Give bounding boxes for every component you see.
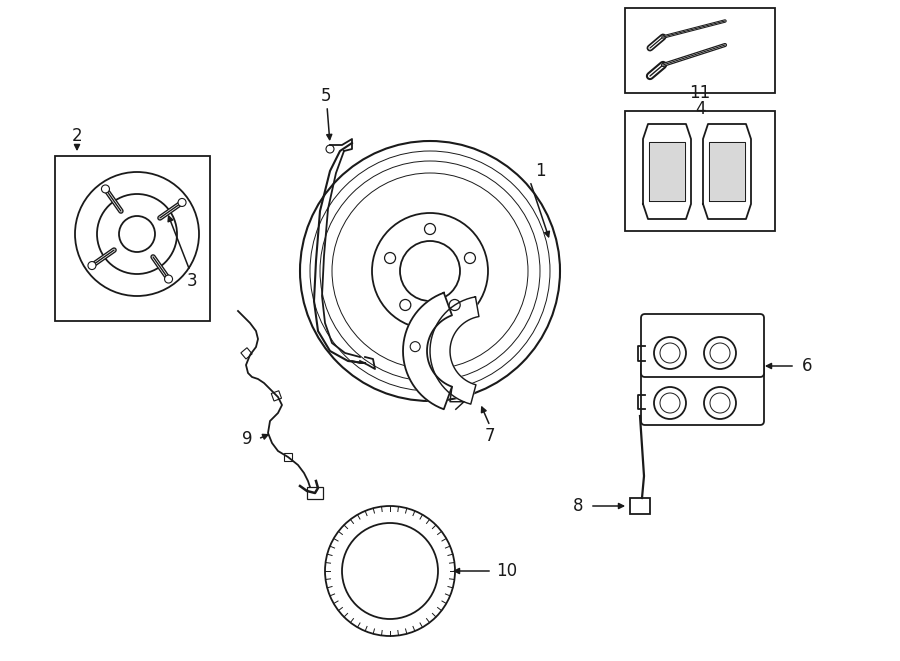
- Circle shape: [102, 185, 110, 193]
- Text: 8: 8: [572, 497, 583, 515]
- Polygon shape: [430, 297, 479, 404]
- FancyBboxPatch shape: [641, 314, 764, 377]
- Text: 6: 6: [802, 357, 812, 375]
- Circle shape: [178, 198, 186, 206]
- Circle shape: [88, 262, 96, 270]
- Bar: [630, 498, 650, 514]
- Circle shape: [165, 275, 173, 283]
- Text: 10: 10: [497, 562, 518, 580]
- Text: 7: 7: [485, 427, 495, 445]
- Circle shape: [300, 141, 560, 401]
- Bar: [307, 487, 323, 499]
- Polygon shape: [649, 142, 685, 201]
- Bar: [625, 8, 775, 93]
- Text: 11: 11: [689, 84, 711, 102]
- Bar: [284, 453, 292, 461]
- Circle shape: [704, 337, 736, 369]
- Circle shape: [325, 506, 455, 636]
- Polygon shape: [403, 293, 452, 409]
- Circle shape: [654, 387, 686, 419]
- FancyBboxPatch shape: [641, 362, 764, 425]
- Bar: [241, 348, 252, 359]
- Bar: [625, 111, 775, 231]
- Text: 5: 5: [320, 87, 331, 105]
- Text: 9: 9: [242, 430, 252, 448]
- Bar: [55, 156, 210, 321]
- Circle shape: [654, 337, 686, 369]
- Polygon shape: [703, 124, 751, 219]
- Polygon shape: [709, 142, 745, 201]
- Bar: [271, 391, 282, 401]
- Polygon shape: [643, 124, 691, 219]
- Text: 3: 3: [186, 272, 197, 290]
- Circle shape: [75, 172, 199, 296]
- Text: 4: 4: [695, 100, 706, 118]
- Text: 2: 2: [72, 127, 82, 145]
- Text: 1: 1: [535, 162, 545, 180]
- Circle shape: [704, 387, 736, 419]
